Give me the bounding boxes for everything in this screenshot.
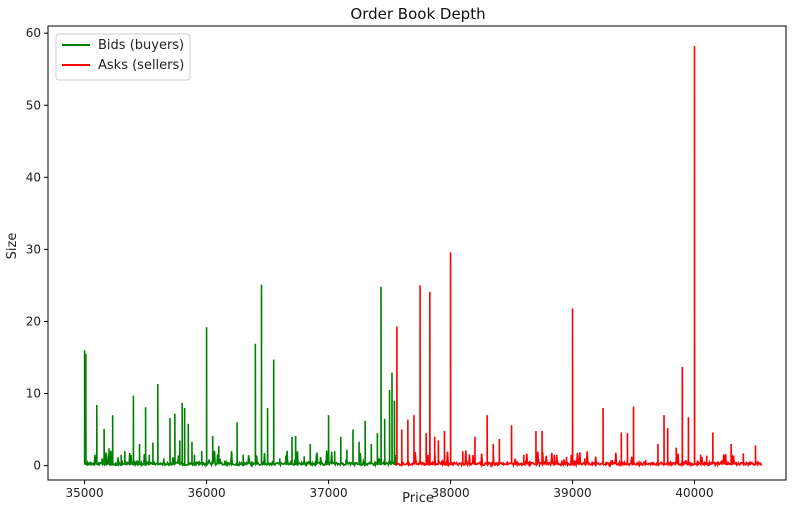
y-axis-label: Size: [5, 233, 20, 260]
plot-area-frame: [47, 25, 787, 481]
y-tick-label: 10: [26, 387, 41, 401]
x-tick-label: 39000: [553, 486, 591, 500]
x-tick-label: 38000: [431, 486, 469, 500]
y-tick-label: 30: [26, 242, 41, 256]
legend: Bids (buyers) Asks (sellers): [55, 33, 191, 81]
series-layer: [83, 46, 763, 469]
x-tick-label: 40000: [675, 486, 713, 500]
asks-series-line: [395, 46, 763, 469]
chart-title: Order Book Depth: [350, 5, 485, 23]
y-tick-label: 40: [26, 170, 41, 184]
y-tick-label: 0: [33, 459, 41, 473]
x-axis-label: Price: [402, 491, 434, 506]
y-tick-label: 60: [26, 26, 41, 40]
x-tick-label: 36000: [187, 486, 225, 500]
x-tick-label: 37000: [309, 486, 347, 500]
legend-label-asks: Asks (sellers): [98, 58, 184, 73]
y-tick-label: 50: [26, 98, 41, 112]
y-tick-label: 20: [26, 314, 41, 328]
x-tick-label: 35000: [66, 486, 104, 500]
axes-layer: 35000 36000 37000 38000 39000 40000 0 10 20 30 40 5…: [26, 26, 714, 500]
bids-series-line: [83, 284, 397, 469]
legend-label-bids: Bids (buyers): [98, 38, 184, 53]
